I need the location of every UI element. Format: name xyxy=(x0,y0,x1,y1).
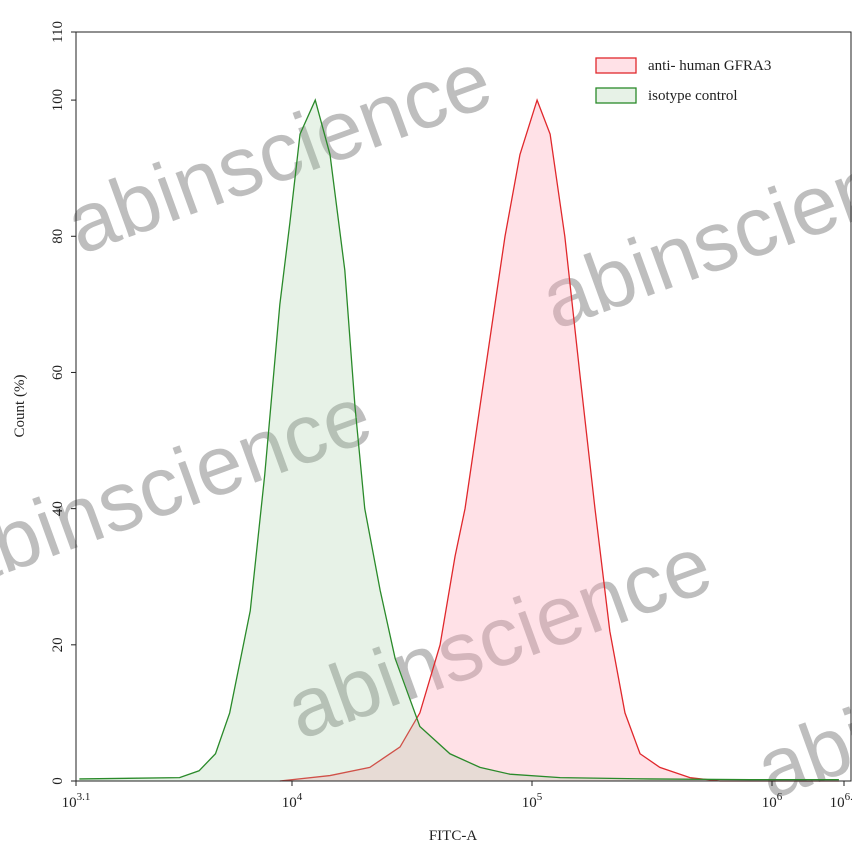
x-tick-label: 105 xyxy=(522,791,543,811)
y-tick-label: 110 xyxy=(50,21,66,43)
legend-label: anti- human GFRA3 xyxy=(648,58,771,74)
legend-swatch xyxy=(595,57,637,74)
x-tick-base: 10 xyxy=(282,795,297,811)
x-tick-base: 10 xyxy=(522,795,537,811)
x-axis-label: FITC-A xyxy=(429,828,478,844)
x-tick-base: 10 xyxy=(762,795,777,811)
x-tick-exponent: 3.1 xyxy=(77,791,91,803)
x-tick-label: 106.3 xyxy=(830,791,852,811)
x-tick-exponent: 5 xyxy=(537,791,543,803)
y-tick-label: 0 xyxy=(50,777,66,785)
x-tick-label: 106 xyxy=(762,791,783,811)
y-axis-label: Count (%) xyxy=(12,375,28,438)
area-fill xyxy=(79,100,839,781)
series-line xyxy=(79,98,839,781)
x-tick-exponent: 6.3 xyxy=(845,791,852,803)
y-tick-label: 80 xyxy=(50,229,66,244)
y-tick-label: 40 xyxy=(50,501,66,516)
watermark: abinscience xyxy=(54,32,503,272)
x-tick-label: 103.1 xyxy=(62,791,91,811)
legend-swatch xyxy=(595,87,637,104)
y-tick-label: 60 xyxy=(50,365,66,380)
x-tick-exponent: 4 xyxy=(297,791,303,803)
x-tick-base: 10 xyxy=(830,795,845,811)
y-tick-label: 20 xyxy=(50,637,66,652)
x-tick-exponent: 6 xyxy=(777,791,783,803)
y-tick-label: 100 xyxy=(50,89,66,112)
x-tick-base: 10 xyxy=(62,795,77,811)
legend-label: isotype control xyxy=(648,88,738,104)
plot-frame xyxy=(75,31,852,782)
area-fill xyxy=(279,100,839,781)
watermark: abinscience xyxy=(529,107,852,347)
x-tick-label: 104 xyxy=(282,791,303,811)
